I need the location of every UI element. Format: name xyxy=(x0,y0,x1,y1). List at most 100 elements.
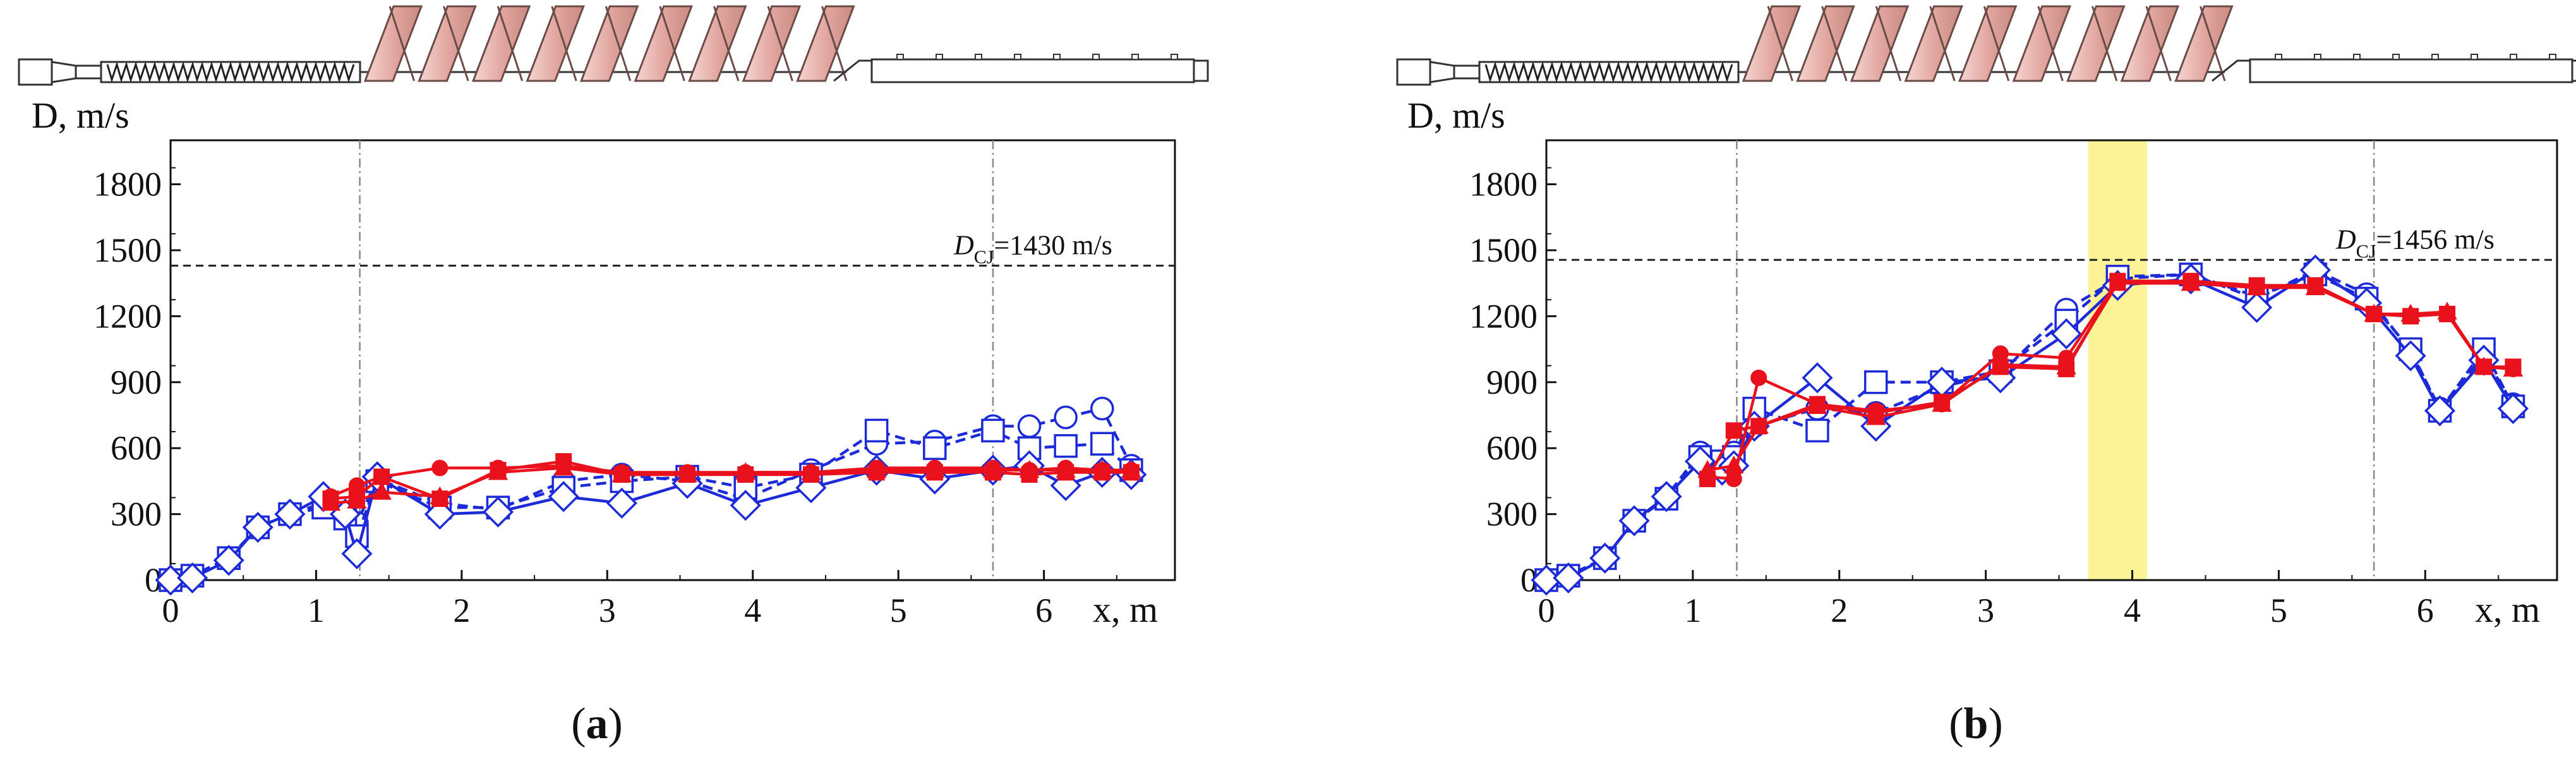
data-point xyxy=(2474,356,2494,375)
probe-port xyxy=(2314,54,2321,60)
coil-turn xyxy=(2066,5,2126,82)
coil-turn xyxy=(1742,5,1802,82)
data-point xyxy=(606,487,637,519)
data-point xyxy=(274,499,306,530)
y-tick-label: 1200 xyxy=(93,297,162,335)
coil-turn xyxy=(471,5,531,82)
x-tick-label: 2 xyxy=(453,591,470,629)
data-point xyxy=(2246,277,2267,296)
data-point xyxy=(611,464,632,482)
coil-turn xyxy=(418,5,477,82)
data-point xyxy=(2364,303,2384,322)
coil-turn xyxy=(688,5,747,82)
ignition-cone xyxy=(51,61,77,83)
data-point xyxy=(2056,356,2076,375)
apparatus-diagram xyxy=(18,5,1209,86)
x-tick-label: 4 xyxy=(2124,591,2141,629)
data-point xyxy=(320,493,341,511)
x-tick-label: 1 xyxy=(308,591,325,629)
probe-port xyxy=(2471,54,2478,60)
ignition-chamber xyxy=(18,58,53,86)
panel-label: (b) xyxy=(1949,700,2003,748)
x-tick-label: 0 xyxy=(162,591,179,629)
outlet-flange xyxy=(1193,59,1209,82)
apparatus-diagram xyxy=(1396,5,2576,86)
probe-port xyxy=(2549,54,2556,60)
data-point xyxy=(923,436,947,460)
plot-frame xyxy=(1545,139,2558,581)
data-point xyxy=(1932,394,1952,412)
data-point xyxy=(981,418,1005,443)
probe-port xyxy=(1171,54,1178,60)
probe-port xyxy=(1053,54,1061,60)
data-point xyxy=(2305,277,2326,296)
probe-port xyxy=(896,54,904,60)
coil-return xyxy=(713,6,740,82)
data-point xyxy=(677,464,697,482)
coil-return xyxy=(2037,6,2064,82)
data-point xyxy=(488,462,509,480)
x-tick-label: 6 xyxy=(1035,591,1052,629)
cj-label-main: D xyxy=(953,229,974,260)
data-point xyxy=(2181,273,2201,291)
data-point xyxy=(2395,340,2426,372)
y-tick-label: 1500 xyxy=(93,231,162,269)
x-tick-label: 3 xyxy=(599,591,616,629)
outlet-tube xyxy=(870,58,1195,83)
data-point xyxy=(2437,301,2457,320)
probe-port xyxy=(975,54,982,60)
spiral-wire xyxy=(1484,61,1733,83)
data-point xyxy=(1017,414,1042,439)
outlet-tube xyxy=(2249,58,2573,83)
panel-label: (a) xyxy=(571,700,623,748)
coil-turn xyxy=(2120,5,2180,82)
ignition-chamber xyxy=(1396,58,1431,86)
coil-return xyxy=(1875,6,1902,82)
series-calc-red-triangle xyxy=(320,458,1141,511)
data-point xyxy=(1863,370,1888,394)
coil-turn xyxy=(742,5,802,82)
coil-turn xyxy=(1904,5,1963,82)
data-point xyxy=(1054,434,1078,458)
data-point xyxy=(1990,354,2011,372)
data-point xyxy=(424,499,455,530)
outlet-bend xyxy=(2212,59,2250,82)
ignition-cone xyxy=(1429,61,1455,83)
panel-label-open: ( xyxy=(571,700,586,748)
probe-port xyxy=(1092,54,1100,60)
probe-port xyxy=(1131,54,1139,60)
y-tick-label: 300 xyxy=(1486,495,1538,533)
cj-label-value: =1456 m/s xyxy=(2376,224,2494,255)
data-point xyxy=(1090,432,1114,456)
coil-return xyxy=(2145,6,2172,82)
cj-label: DCJ=1456 m/s xyxy=(2335,224,2495,262)
panel-label-close: ) xyxy=(608,700,623,748)
data-point xyxy=(2503,358,2524,377)
data-point xyxy=(548,481,579,512)
coil-return xyxy=(605,6,632,82)
panel-label-open: ( xyxy=(1949,700,1963,748)
data-point xyxy=(2050,318,2082,349)
data-point xyxy=(730,490,761,521)
x-tick-label: 4 xyxy=(744,591,761,629)
y-axis-label: D, m/s xyxy=(1407,95,1505,136)
coil-return xyxy=(1983,6,2010,82)
coil-return xyxy=(388,6,415,82)
data-point xyxy=(371,482,392,500)
probe-port xyxy=(2392,54,2400,60)
y-tick-label: 900 xyxy=(111,363,162,401)
data-point xyxy=(866,459,887,478)
cj-label-value: =1430 m/s xyxy=(994,229,1112,260)
panel-label-close: ) xyxy=(1988,700,2002,748)
coil-turn xyxy=(1796,5,1855,82)
coil-return xyxy=(1821,6,1848,82)
highlight-band xyxy=(2088,140,2147,580)
coil-return xyxy=(497,6,524,82)
cj-label-sub: CJ xyxy=(974,246,994,267)
x-tick-label: 1 xyxy=(1684,591,1701,629)
coil-return xyxy=(821,6,848,82)
data-point xyxy=(2424,395,2456,427)
data-point xyxy=(1807,396,1827,415)
panel-label-letter: a xyxy=(586,700,608,748)
